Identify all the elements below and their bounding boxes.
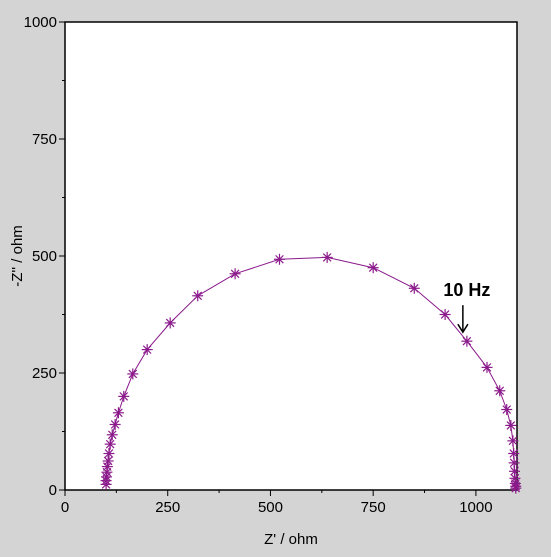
x-tick-label: 250 (155, 499, 180, 516)
y-tick-label: 0 (49, 482, 57, 499)
data-point (104, 438, 116, 450)
data-point (439, 309, 451, 320)
data-point (109, 418, 121, 430)
data-point (501, 404, 513, 416)
data-point (494, 385, 506, 397)
data-point (273, 253, 285, 265)
x-tick-label: 1000 (459, 499, 492, 516)
data-point (102, 455, 114, 467)
x-tick-label: 750 (361, 499, 386, 516)
data-point (192, 290, 204, 302)
data-point (101, 461, 113, 473)
y-tick-label: 250 (32, 365, 57, 382)
data-point (164, 317, 176, 329)
series-markers (100, 251, 522, 494)
x-axis-label: Z' / ohm (264, 531, 318, 548)
y-tick-label: 750 (32, 131, 57, 148)
data-point (106, 429, 118, 441)
data-point (481, 361, 493, 373)
y-axis-ticks: 0 250 500 750 1000 (24, 14, 65, 499)
data-point (367, 262, 379, 274)
x-tick-label: 0 (61, 499, 69, 516)
data-point (112, 407, 124, 419)
y-tick-label: 1000 (24, 14, 57, 31)
data-point (229, 268, 241, 280)
y-tick-label: 500 (32, 248, 57, 265)
data-point (141, 344, 153, 356)
data-point (508, 447, 520, 459)
minor-ticks (62, 80, 426, 493)
data-point (118, 390, 130, 402)
plot-area (64, 21, 518, 491)
x-axis-ticks: 0 250 500 750 1000 (61, 490, 493, 516)
data-point (127, 368, 139, 380)
x-tick-label: 500 (258, 499, 283, 516)
data-point (103, 447, 115, 459)
annotation-label: 10 Hz (443, 280, 490, 300)
data-point (505, 419, 517, 431)
data-point (461, 335, 473, 347)
data-point (510, 482, 522, 494)
data-point (507, 435, 519, 447)
annotations: 10 Hz (443, 280, 490, 334)
data-point (408, 282, 420, 294)
annotation-arrow-head (457, 323, 469, 334)
y-axis-label: -Z'' / ohm (9, 225, 26, 287)
data-point (321, 251, 333, 263)
